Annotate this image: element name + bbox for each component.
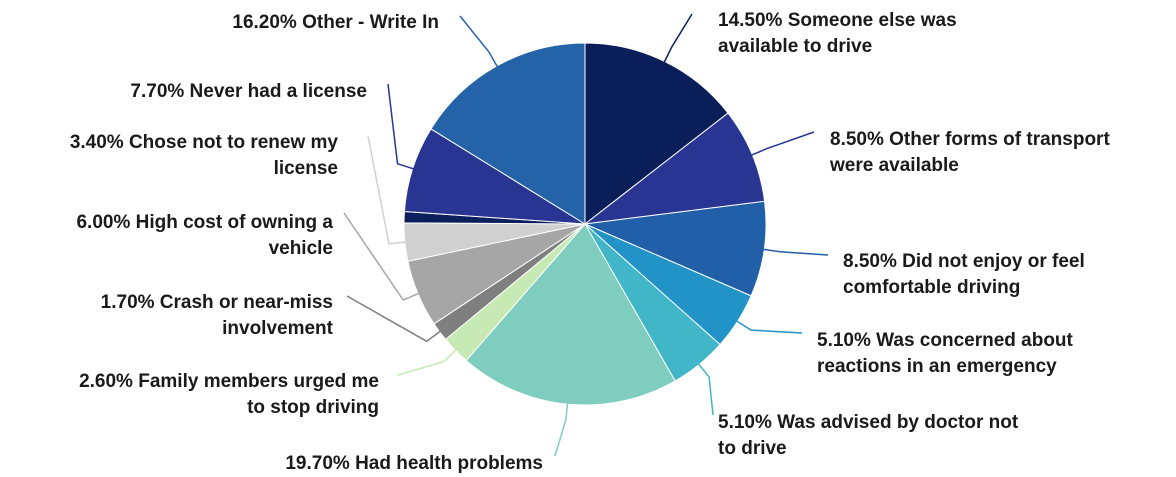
leader-lines <box>343 13 829 457</box>
slice-labels: 14.50% Someone else was available to driv… <box>70 10 1111 474</box>
slice-label-line: vehicle <box>269 238 333 259</box>
leader-line <box>367 135 409 245</box>
pie-slices <box>403 42 767 406</box>
slice-label-line: 14.50% Someone else was <box>718 10 957 31</box>
leader-line <box>733 318 803 334</box>
slice-label-line: to drive <box>718 438 787 459</box>
slice-label-line: 19.70% Had health problems <box>285 453 543 474</box>
leader-line <box>387 83 417 171</box>
slice-label-line: comfortable driving <box>843 277 1020 298</box>
slice-label-line: 16.20% Other - Write In <box>232 12 439 33</box>
slice-label-line: license <box>274 158 338 179</box>
slice-label-line: 8.50% Other forms of transport <box>830 129 1110 150</box>
slice-label: 2.60% Family members urged me to stop dri… <box>79 371 379 418</box>
leader-line <box>459 15 500 70</box>
slice-label: 1.70% Crash or near-miss involvement <box>101 292 334 339</box>
slice-label-line: to stop driving <box>247 397 379 418</box>
slice-label: 8.50% Other forms of transport were avail… <box>829 129 1110 176</box>
slice-label-line: 7.70% Never had a license <box>130 81 367 102</box>
slice-label-line: 1.70% Crash or near-miss <box>101 292 333 313</box>
leader-line <box>346 295 444 343</box>
slice-label-line: involvement <box>222 318 334 339</box>
slice-label: 5.10% Was advised by doctor not to drive <box>718 412 1019 459</box>
slice-label-line: available to drive <box>718 36 872 57</box>
leader-line <box>748 131 815 157</box>
slice-label-line: 6.00% High cost of owning a <box>76 212 333 233</box>
leader-line <box>343 212 422 301</box>
slice-label: 3.40% Chose not to renew my license <box>70 132 339 179</box>
leader-line <box>760 248 829 256</box>
leader-line <box>662 13 693 66</box>
leader-line <box>554 400 569 457</box>
slice-label-line: 5.10% Was advised by doctor not <box>718 412 1019 433</box>
slice-label-line: 5.10% Was concerned about <box>817 330 1074 351</box>
slice-label: 14.50% Someone else was available to driv… <box>718 10 957 57</box>
slice-label: 7.70% Never had a license <box>130 81 367 102</box>
slice-label-line: 2.60% Family members urged me <box>79 371 379 392</box>
slice-label: 5.10% Was concerned about reactions in an… <box>817 330 1074 377</box>
slice-label-line: 8.50% Did not enjoy or feel <box>843 251 1085 272</box>
slice-label-line: reactions in an emergency <box>817 356 1057 377</box>
slice-label: 16.20% Other - Write In <box>232 12 439 33</box>
slice-label: 8.50% Did not enjoy or feel comfortable d… <box>843 251 1085 298</box>
slice-label-line: 3.40% Chose not to renew my <box>70 132 339 153</box>
slice-label: 6.00% High cost of owning a vehicle <box>76 212 333 259</box>
slice-label: 19.70% Had health problems <box>285 453 543 474</box>
slice-label-line: were available <box>829 155 959 176</box>
leader-line <box>695 360 714 416</box>
leader-line <box>397 347 459 376</box>
